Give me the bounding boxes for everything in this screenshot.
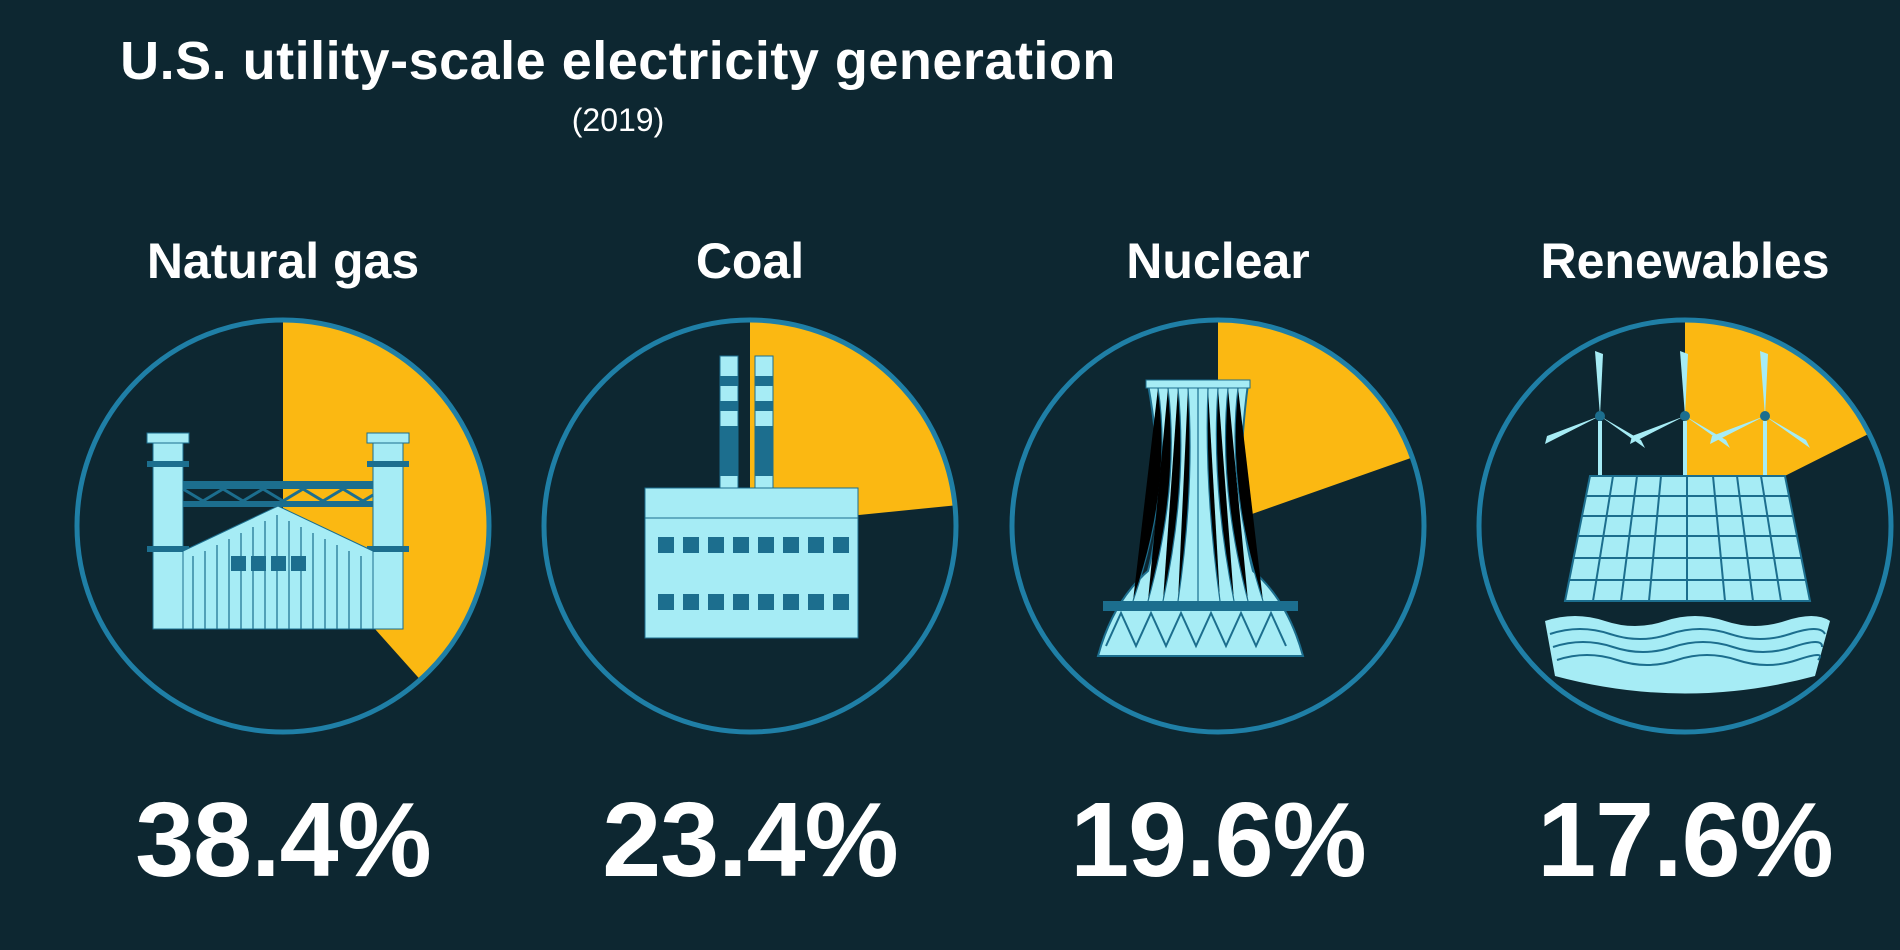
value-label-renewables: 17.6% [1537,781,1834,899]
slice-coal [750,320,955,526]
panel-nuclear: Nuclear 19.6% [983,0,1453,950]
category-label-coal: Coal [695,233,805,289]
pie-coal [541,317,959,735]
value-label-coal: 23.4% [602,781,899,899]
category-label-nuclear: Nuclear [1126,233,1310,289]
panel-natural-gas: Natural gas 38.4% [48,0,518,950]
pie-renewables [1476,317,1894,735]
coal-factory-icon [644,355,859,639]
pie-nuclear [1009,317,1427,735]
wind-solar-hydro-icon [1545,351,1830,694]
slice-renewables [1685,320,1870,526]
nuclear-cooling-tower-icon [1096,379,1305,657]
category-label-natural-gas: Natural gas [146,233,420,289]
chart-subtitle: (2019) [571,102,665,138]
gas-power-plant-icon [146,432,410,630]
value-label-nuclear: 19.6% [1070,781,1367,899]
chart-title: U.S. utility-scale electricity generatio… [120,31,1116,91]
panel-coal: Coal [515,0,985,950]
category-label-renewables: Renewables [1540,233,1830,289]
panel-renewables: Renewables [1450,0,1900,950]
pie-natural-gas [74,317,492,735]
value-label-natural-gas: 38.4% [135,781,432,899]
slice-nuclear [1218,320,1413,526]
